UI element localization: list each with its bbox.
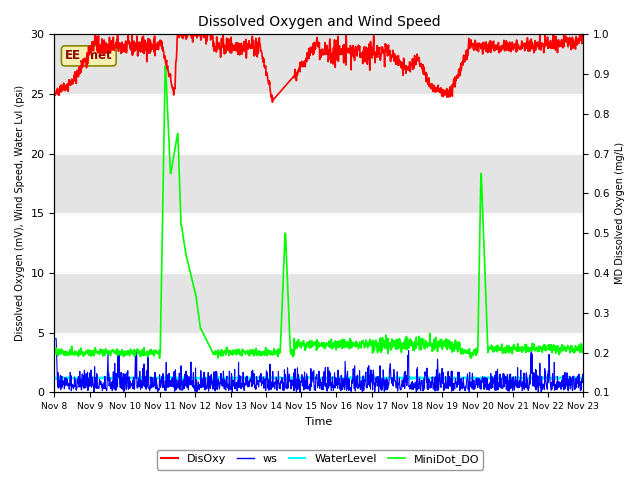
WaterLevel <box>250 376 257 382</box>
Bar <box>54 154 583 213</box>
WaterLevel <box>276 375 284 381</box>
DisOxy <box>579 39 587 45</box>
WaterLevel <box>211 374 218 380</box>
MiniDot_DO <box>92 345 99 351</box>
MiniDot_DO <box>287 349 294 355</box>
MiniDot_DO <box>161 63 169 69</box>
MiniDot_DO <box>579 342 587 348</box>
ws <box>352 377 360 383</box>
DisOxy <box>352 46 360 52</box>
DisOxy <box>276 90 284 96</box>
WaterLevel <box>579 375 587 381</box>
Line: ws: ws <box>54 338 583 392</box>
MiniDot_DO <box>276 350 284 356</box>
MiniDot_DO <box>352 338 360 344</box>
Bar <box>54 35 583 94</box>
Line: DisOxy: DisOxy <box>54 28 583 102</box>
Line: WaterLevel: WaterLevel <box>54 377 583 379</box>
Line: MiniDot_DO: MiniDot_DO <box>54 66 583 358</box>
ws <box>296 377 303 383</box>
X-axis label: Time: Time <box>305 417 332 427</box>
Y-axis label: Dissolved Oxygen (mV), Wind Speed, Water Lvl (psi): Dissolved Oxygen (mV), Wind Speed, Water… <box>15 85 25 341</box>
WaterLevel <box>287 375 294 381</box>
Title: Dissolved Oxygen and Wind Speed: Dissolved Oxygen and Wind Speed <box>198 15 440 29</box>
WaterLevel <box>296 375 304 381</box>
Text: EE_met: EE_met <box>65 49 113 62</box>
ws <box>275 380 283 386</box>
MiniDot_DO <box>156 355 163 361</box>
MiniDot_DO <box>296 343 304 349</box>
WaterLevel <box>51 376 58 382</box>
DisOxy <box>287 77 294 83</box>
ws <box>51 336 58 341</box>
WaterLevel <box>352 375 360 381</box>
Y-axis label: MD Dissolved Oxygen (mg/L): MD Dissolved Oxygen (mg/L) <box>615 142 625 284</box>
DisOxy <box>269 99 276 105</box>
ws <box>113 381 121 386</box>
WaterLevel <box>92 375 99 381</box>
ws <box>286 378 294 384</box>
DisOxy <box>51 89 58 95</box>
MiniDot_DO <box>51 346 58 352</box>
ws <box>92 384 99 390</box>
DisOxy <box>113 36 121 42</box>
DisOxy <box>92 38 99 44</box>
DisOxy <box>296 69 304 74</box>
ws <box>579 372 587 378</box>
DisOxy <box>124 25 132 31</box>
Bar <box>54 273 583 333</box>
MiniDot_DO <box>113 349 121 355</box>
Legend: DisOxy, ws, WaterLevel, MiniDot_DO: DisOxy, ws, WaterLevel, MiniDot_DO <box>157 450 483 469</box>
ws <box>296 389 304 395</box>
WaterLevel <box>113 376 121 382</box>
